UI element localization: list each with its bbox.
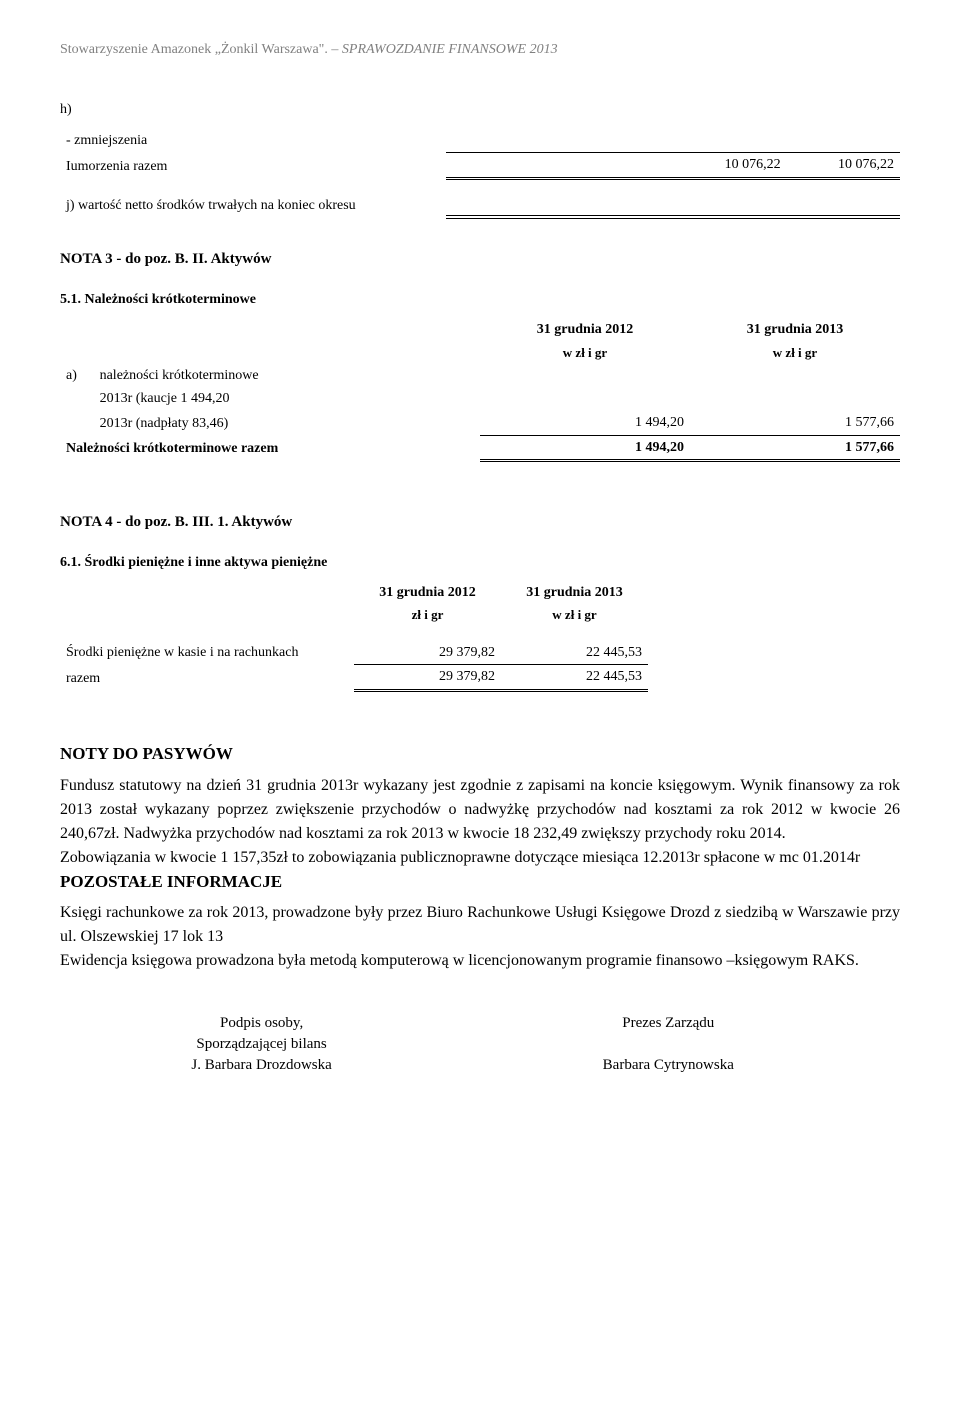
section-h-letter: h)	[60, 100, 900, 120]
table-row: zł i gr w zł i gr	[60, 604, 648, 626]
signature-left: Podpis osoby, Sporządzającej bilans J. B…	[60, 1013, 463, 1076]
table-row: a) należności krótkoterminowe	[60, 364, 900, 388]
col-unit: w zł i gr	[501, 604, 648, 626]
sig-left-line2: Sporządzającej bilans	[60, 1034, 463, 1055]
col-header: 31 grudnia 2013	[501, 581, 648, 605]
col-unit: w zł i gr	[480, 342, 690, 364]
nota4-heading: NOTA 4 - do poz. B. III. 1. Aktywów	[60, 512, 900, 533]
table-row: razem 29 379,82 22 445,53	[60, 665, 648, 691]
col-header: 31 grudnia 2012	[354, 581, 501, 605]
row-label: 2013r (nadpłaty 83,46)	[94, 411, 480, 435]
nota4-sub: 6.1. Środki pieniężne i inne aktywa pien…	[60, 553, 900, 573]
table-row: w zł i gr w zł i gr	[60, 342, 900, 364]
row-label: - zmniejszenia	[60, 129, 446, 153]
cell	[787, 129, 900, 153]
header-title: SPRAWOZDANIE FINANSOWE 2013	[342, 42, 558, 57]
table-nota3: 31 grudnia 2012 31 grudnia 2013 w zł i g…	[60, 318, 900, 462]
table-row: j) wartość netto środków trwałych na kon…	[60, 194, 900, 218]
row-label: j) wartość netto środków trwałych na kon…	[60, 194, 446, 218]
cell	[560, 194, 673, 218]
cell	[560, 153, 673, 179]
cell: 10 076,22	[673, 153, 786, 179]
item-letter: a)	[60, 364, 94, 388]
cell: 1 494,20	[480, 435, 690, 461]
row-label: należności krótkoterminowe	[94, 364, 480, 388]
header-sep: –	[331, 42, 342, 57]
table-row: 2013r (nadpłaty 83,46) 1 494,20 1 577,66	[60, 411, 900, 435]
sig-right-line2: Barbara Cytrynowska	[467, 1055, 870, 1076]
table-row: 31 grudnia 2012 31 grudnia 2013	[60, 318, 900, 342]
table-row: Iumorzenia razem 10 076,22 10 076,22	[60, 153, 900, 179]
cell: 10 076,22	[787, 153, 900, 179]
nota3-heading: NOTA 3 - do poz. B. II. Aktywów	[60, 249, 900, 270]
cell	[446, 153, 559, 179]
cell: 22 445,53	[501, 641, 648, 665]
signature-right: Prezes Zarządu Barbara Cytrynowska	[467, 1013, 870, 1076]
table-row: 31 grudnia 2012 31 grudnia 2013	[60, 581, 648, 605]
cell	[673, 194, 786, 218]
row-label: 2013r (kaucje 1 494,20	[94, 387, 480, 411]
header-org: Stowarzyszenie Amazonek „Żonkil Warszawa…	[60, 42, 328, 57]
cell: 1 494,20	[480, 411, 690, 435]
table-row: Należności krótkoterminowe razem 1 494,2…	[60, 435, 900, 461]
col-header: 31 grudnia 2013	[690, 318, 900, 342]
cell	[446, 129, 559, 153]
cell: 29 379,82	[354, 641, 501, 665]
col-unit: zł i gr	[354, 604, 501, 626]
pozostale-heading: POZOSTAŁE INFORMACJE	[60, 870, 900, 894]
table-row: 2013r (kaucje 1 494,20	[60, 387, 900, 411]
cell: 22 445,53	[501, 665, 648, 691]
pasywa-heading: NOTY DO PASYWÓW	[60, 742, 900, 766]
row-label: Iumorzenia razem	[60, 153, 446, 179]
cell: 29 379,82	[354, 665, 501, 691]
nota3-sub: 5.1. Należności krótkoterminowe	[60, 290, 900, 310]
total-label: Należności krótkoterminowe razem	[60, 435, 480, 461]
cell	[787, 194, 900, 218]
cell	[446, 194, 559, 218]
row-label: Środki pieniężne w kasie i na rachunkach	[60, 641, 354, 665]
col-header: 31 grudnia 2012	[480, 318, 690, 342]
pasywa-para1: Fundusz statutowy na dzień 31 grudnia 20…	[60, 774, 900, 846]
page-header: Stowarzyszenie Amazonek „Żonkil Warszawa…	[60, 40, 900, 60]
table-row: Środki pieniężne w kasie i na rachunkach…	[60, 641, 648, 665]
col-unit: w zł i gr	[690, 342, 900, 364]
table-section-h: - zmniejszenia Iumorzenia razem 10 076,2…	[60, 129, 900, 219]
cell	[673, 129, 786, 153]
pasywa-para4: Ewidencja księgowa prowadzona była metod…	[60, 949, 900, 973]
row-label: razem	[60, 665, 354, 691]
pasywa-para2: Zobowiązania w kwocie 1 157,35zł to zobo…	[60, 846, 900, 870]
cell: 1 577,66	[690, 411, 900, 435]
cell	[560, 129, 673, 153]
sig-right-line1: Prezes Zarządu	[467, 1013, 870, 1034]
table-nota4: 31 grudnia 2012 31 grudnia 2013 zł i gr …	[60, 581, 648, 692]
table-row: - zmniejszenia	[60, 129, 900, 153]
sig-left-line3: J. Barbara Drozdowska	[60, 1055, 463, 1076]
signature-block: Podpis osoby, Sporządzającej bilans J. B…	[60, 1013, 900, 1076]
cell: 1 577,66	[690, 435, 900, 461]
sig-left-line1: Podpis osoby,	[60, 1013, 463, 1034]
pasywa-para3: Księgi rachunkowe za rok 2013, prowadzon…	[60, 901, 900, 949]
